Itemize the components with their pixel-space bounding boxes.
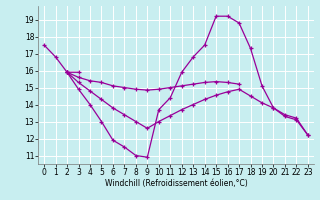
X-axis label: Windchill (Refroidissement éolien,°C): Windchill (Refroidissement éolien,°C) [105, 179, 247, 188]
